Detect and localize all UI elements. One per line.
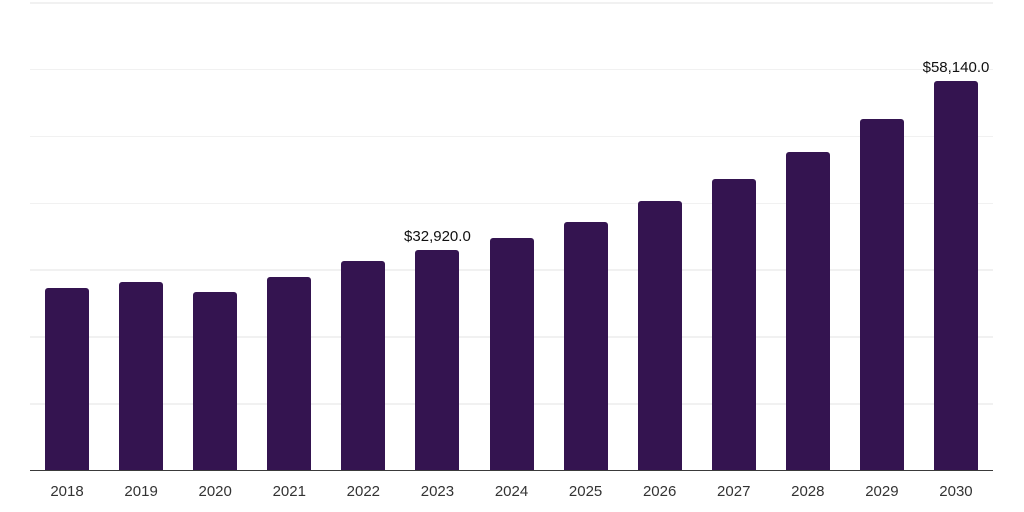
x-tick-label-2029: 2029: [865, 483, 899, 500]
bar-slot-2025: [549, 2, 623, 470]
bar-slot-2022: [326, 2, 400, 470]
bar-2029: [859, 119, 904, 470]
bar-2020: [193, 291, 238, 470]
bar-2018: [45, 287, 90, 470]
bar-2027: [711, 179, 756, 470]
x-axis-line: [30, 469, 993, 471]
bar-slot-2020: [178, 2, 252, 470]
bar-slot-2027: [697, 2, 771, 470]
bar-2030: [933, 81, 978, 470]
x-tick-label-2021: 2021: [272, 483, 306, 500]
bar-2021: [267, 276, 312, 470]
bar-slot-2021: [252, 2, 326, 470]
value-label-2023: $32,920.0: [404, 227, 471, 245]
bars-container: $32,920.0 $58,140.0: [30, 2, 993, 470]
bar-2023: [415, 249, 460, 470]
bar-slot-2018: [30, 2, 104, 470]
x-tick-label-2028: 2028: [791, 483, 825, 500]
bar-slot-2030: $58,140.0: [919, 2, 993, 470]
bar-slot-2028: [771, 2, 845, 470]
bar-slot-2023: $32,920.0: [400, 2, 474, 470]
bar-2022: [341, 260, 386, 470]
x-tick-label-2026: 2026: [642, 483, 677, 500]
x-tick-label-2018: 2018: [50, 483, 84, 500]
bar-slot-2026: [623, 2, 697, 470]
bar-slot-2019: [104, 2, 178, 470]
x-tick-label-2022: 2022: [346, 483, 381, 500]
x-axis-labels: 2018 2019 2020 2021 2022 2023 2024 2025 2026 2027…: [30, 483, 993, 500]
bar-slot-2024: [474, 2, 548, 470]
bar-slot-2029: [845, 2, 919, 470]
x-tick-label-2027: 2027: [717, 483, 751, 500]
gridline: [30, 68, 993, 71]
value-label-2030: $58,140.0: [922, 59, 990, 77]
x-tick-label-2024: 2024: [494, 483, 529, 500]
bar-2026: [637, 200, 682, 470]
x-tick-label-2025: 2025: [568, 483, 603, 500]
gridline: [30, 135, 993, 138]
bar-2028: [785, 151, 830, 470]
plot-area: $32,920.0 $58,140.0: [30, 2, 993, 471]
x-tick-label-2019: 2019: [124, 483, 158, 500]
x-tick-label-2020: 2020: [198, 483, 232, 500]
x-tick-label-2023: 2023: [420, 483, 455, 500]
bar-2024: [489, 238, 534, 470]
gridline: [30, 202, 993, 205]
bar-2019: [119, 281, 164, 470]
bar-2025: [563, 221, 608, 470]
gridline: [30, 2, 993, 4]
x-tick-label-2030: 2030: [939, 483, 973, 500]
